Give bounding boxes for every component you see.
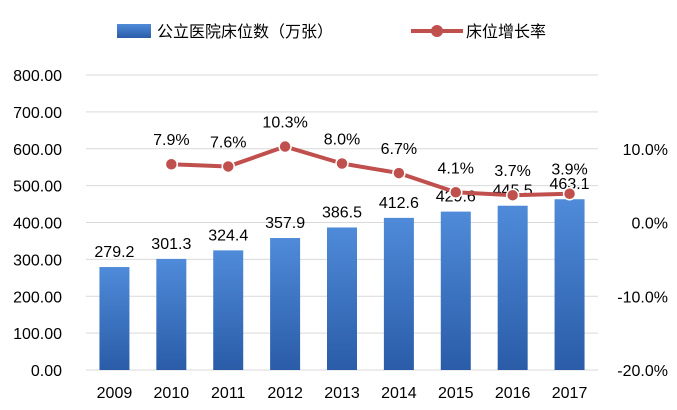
growth-rate-point: [505, 188, 520, 202]
bar-data-label: 412.6: [379, 195, 419, 212]
growth-rate-point: [392, 166, 406, 180]
bar: [383, 217, 414, 370]
bar: [213, 250, 244, 370]
bar-data-label: 463.1: [550, 176, 590, 193]
x-tick-label: 2009: [97, 385, 133, 402]
x-tick-label: 2017: [552, 385, 588, 402]
growth-rate-point: [278, 139, 292, 154]
bar: [270, 238, 301, 370]
growth-rate-data-label: 3.7%: [494, 163, 530, 180]
growth-rate-data-label: 10.3%: [262, 115, 307, 132]
x-tick-label: 2012: [267, 385, 303, 402]
y-left-tick-label: 200.00: [13, 289, 62, 306]
y-right-tick-label: -10.0%: [617, 289, 668, 306]
growth-rate-data-label: 7.6%: [210, 134, 246, 151]
y-right-tick-label: -20.0%: [617, 363, 668, 380]
legend-bar-swatch: [117, 24, 151, 38]
growth-rate-point: [164, 157, 179, 171]
bar-data-label: 324.4: [208, 227, 248, 244]
y-left-tick-label: 600.00: [13, 142, 62, 159]
growth-rate-point: [449, 185, 463, 200]
y-left-tick-label: 0.00: [31, 363, 62, 380]
growth-rate-data-label: 8.0%: [324, 132, 360, 149]
bar: [327, 227, 357, 370]
x-tick-label: 2015: [438, 385, 474, 402]
bar: [440, 211, 471, 370]
y-left-tick-label: 800.00: [13, 68, 62, 85]
y-right-tick-label: 0.0%: [632, 216, 668, 233]
bar: [497, 205, 528, 370]
x-tick-label: 2013: [324, 385, 360, 402]
growth-rate-point: [562, 186, 577, 201]
y-left-tick-label: 100.00: [13, 326, 62, 343]
bar-data-label: 301.3: [151, 236, 191, 253]
x-tick-label: 2014: [381, 385, 417, 402]
y-left-tick-label: 400.00: [13, 216, 62, 233]
x-tick-label: 2010: [154, 385, 190, 402]
legend-bar-label: 公立医院床位数（万张）: [157, 22, 333, 41]
growth-rate-data-label: 6.7%: [381, 141, 417, 158]
y-left-tick-label: 300.00: [13, 252, 62, 269]
bar-data-label: 279.2: [94, 244, 134, 261]
y-right-tick-label: 10.0%: [623, 142, 668, 159]
x-tick-label: 2011: [211, 385, 246, 402]
growth-rate-data-label: 7.9%: [153, 132, 189, 149]
growth-rate-point: [221, 159, 235, 174]
bar: [99, 267, 130, 370]
y-left-tick-label: 500.00: [13, 179, 62, 196]
bar: [156, 258, 187, 370]
x-tick-label: 2016: [495, 385, 531, 402]
bar-data-label: 386.5: [322, 204, 362, 221]
growth-rate-line: [171, 144, 570, 198]
legend-line-label: 床位增长率: [466, 22, 546, 41]
bar-data-label: 357.9: [265, 215, 305, 232]
legend-line-marker: [431, 25, 443, 37]
growth-rate-data-label: 4.1%: [438, 160, 474, 177]
growth-rate-point: [335, 156, 349, 171]
bar: [554, 199, 585, 370]
growth-rate-data-label: 3.9%: [551, 162, 587, 179]
y-left-tick-label: 700.00: [13, 105, 62, 122]
